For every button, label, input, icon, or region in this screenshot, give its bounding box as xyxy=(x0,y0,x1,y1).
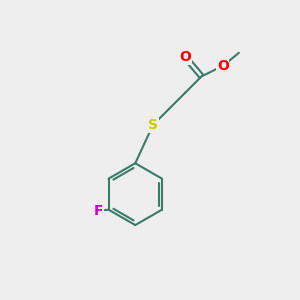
Text: S: S xyxy=(148,118,158,132)
Text: O: O xyxy=(179,50,191,64)
Text: F: F xyxy=(93,204,103,218)
Text: O: O xyxy=(217,59,229,73)
